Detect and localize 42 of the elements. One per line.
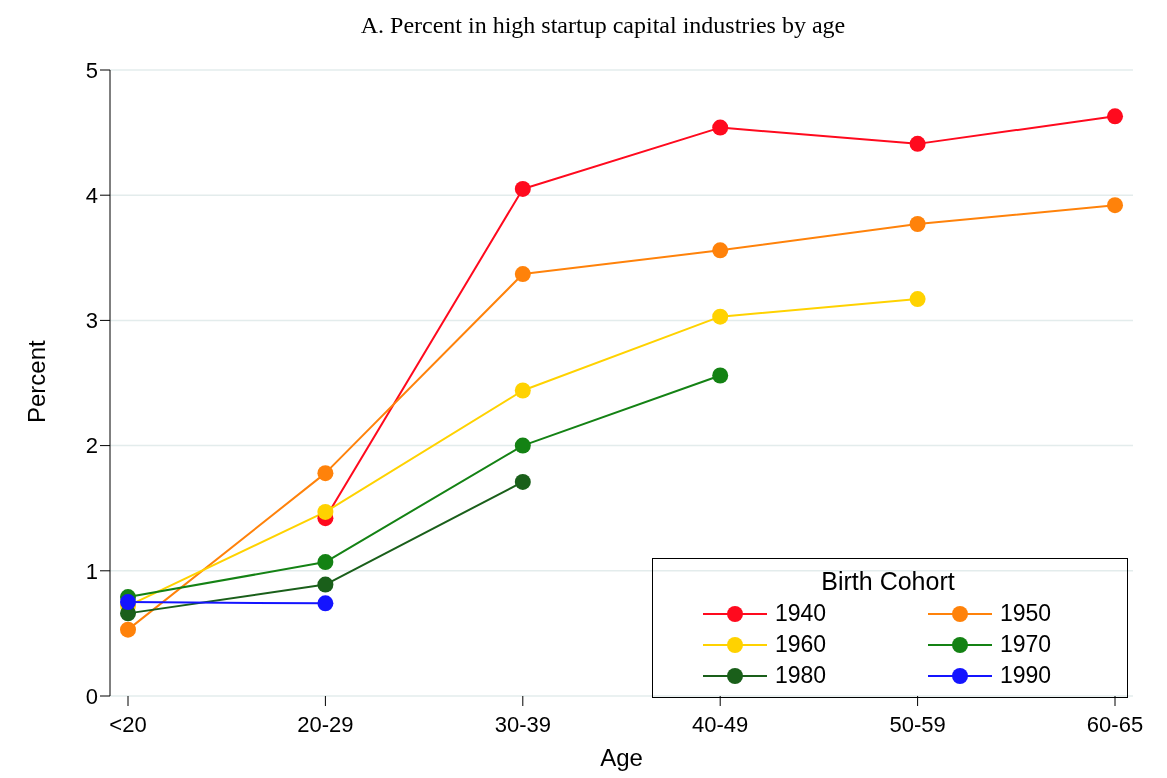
x-axis-title: Age	[600, 744, 643, 771]
legend-label: 1970	[1000, 631, 1052, 658]
legend-title: Birth Cohort	[820, 567, 956, 596]
y-tick-label: 0	[85, 683, 98, 709]
y-tick-label: 4	[85, 183, 98, 209]
legend-label: 1950	[1000, 600, 1052, 627]
point	[909, 216, 926, 232]
point	[514, 437, 531, 454]
x-tick-label: 20-29	[297, 711, 354, 737]
point	[909, 291, 926, 308]
y-tick-label: 1	[85, 558, 98, 584]
point	[120, 621, 136, 638]
point	[317, 554, 334, 571]
point	[514, 180, 531, 197]
point	[514, 473, 531, 490]
point	[712, 308, 729, 325]
legend-label: 1940	[775, 600, 827, 627]
point	[712, 119, 729, 136]
x-tick-label: <20	[109, 711, 147, 737]
point	[317, 576, 334, 593]
x-tick-label: 60-65	[1086, 711, 1144, 737]
legend-label: 1990	[1000, 662, 1052, 689]
point	[514, 382, 531, 399]
point	[909, 135, 926, 152]
y-tick-label: 2	[85, 433, 98, 459]
legend-label: 1960	[775, 631, 827, 658]
y-tick-label: 3	[85, 308, 98, 334]
chart-title: A. Percent in high startup capital industries by age	[359, 11, 847, 40]
y-axis-title: Percent	[22, 339, 50, 423]
point	[317, 595, 334, 612]
y-tick-label: 5	[85, 57, 98, 83]
legend-label: 1980	[775, 662, 827, 689]
point	[712, 367, 729, 384]
point	[712, 242, 729, 259]
x-tick-label: 30-39	[494, 711, 551, 737]
point	[514, 266, 531, 283]
x-tick-label: 40-49	[692, 711, 749, 737]
x-tick-label: 50-59	[889, 711, 946, 737]
point	[1107, 108, 1123, 125]
point	[317, 503, 334, 520]
point	[1107, 197, 1123, 214]
point	[317, 465, 334, 482]
